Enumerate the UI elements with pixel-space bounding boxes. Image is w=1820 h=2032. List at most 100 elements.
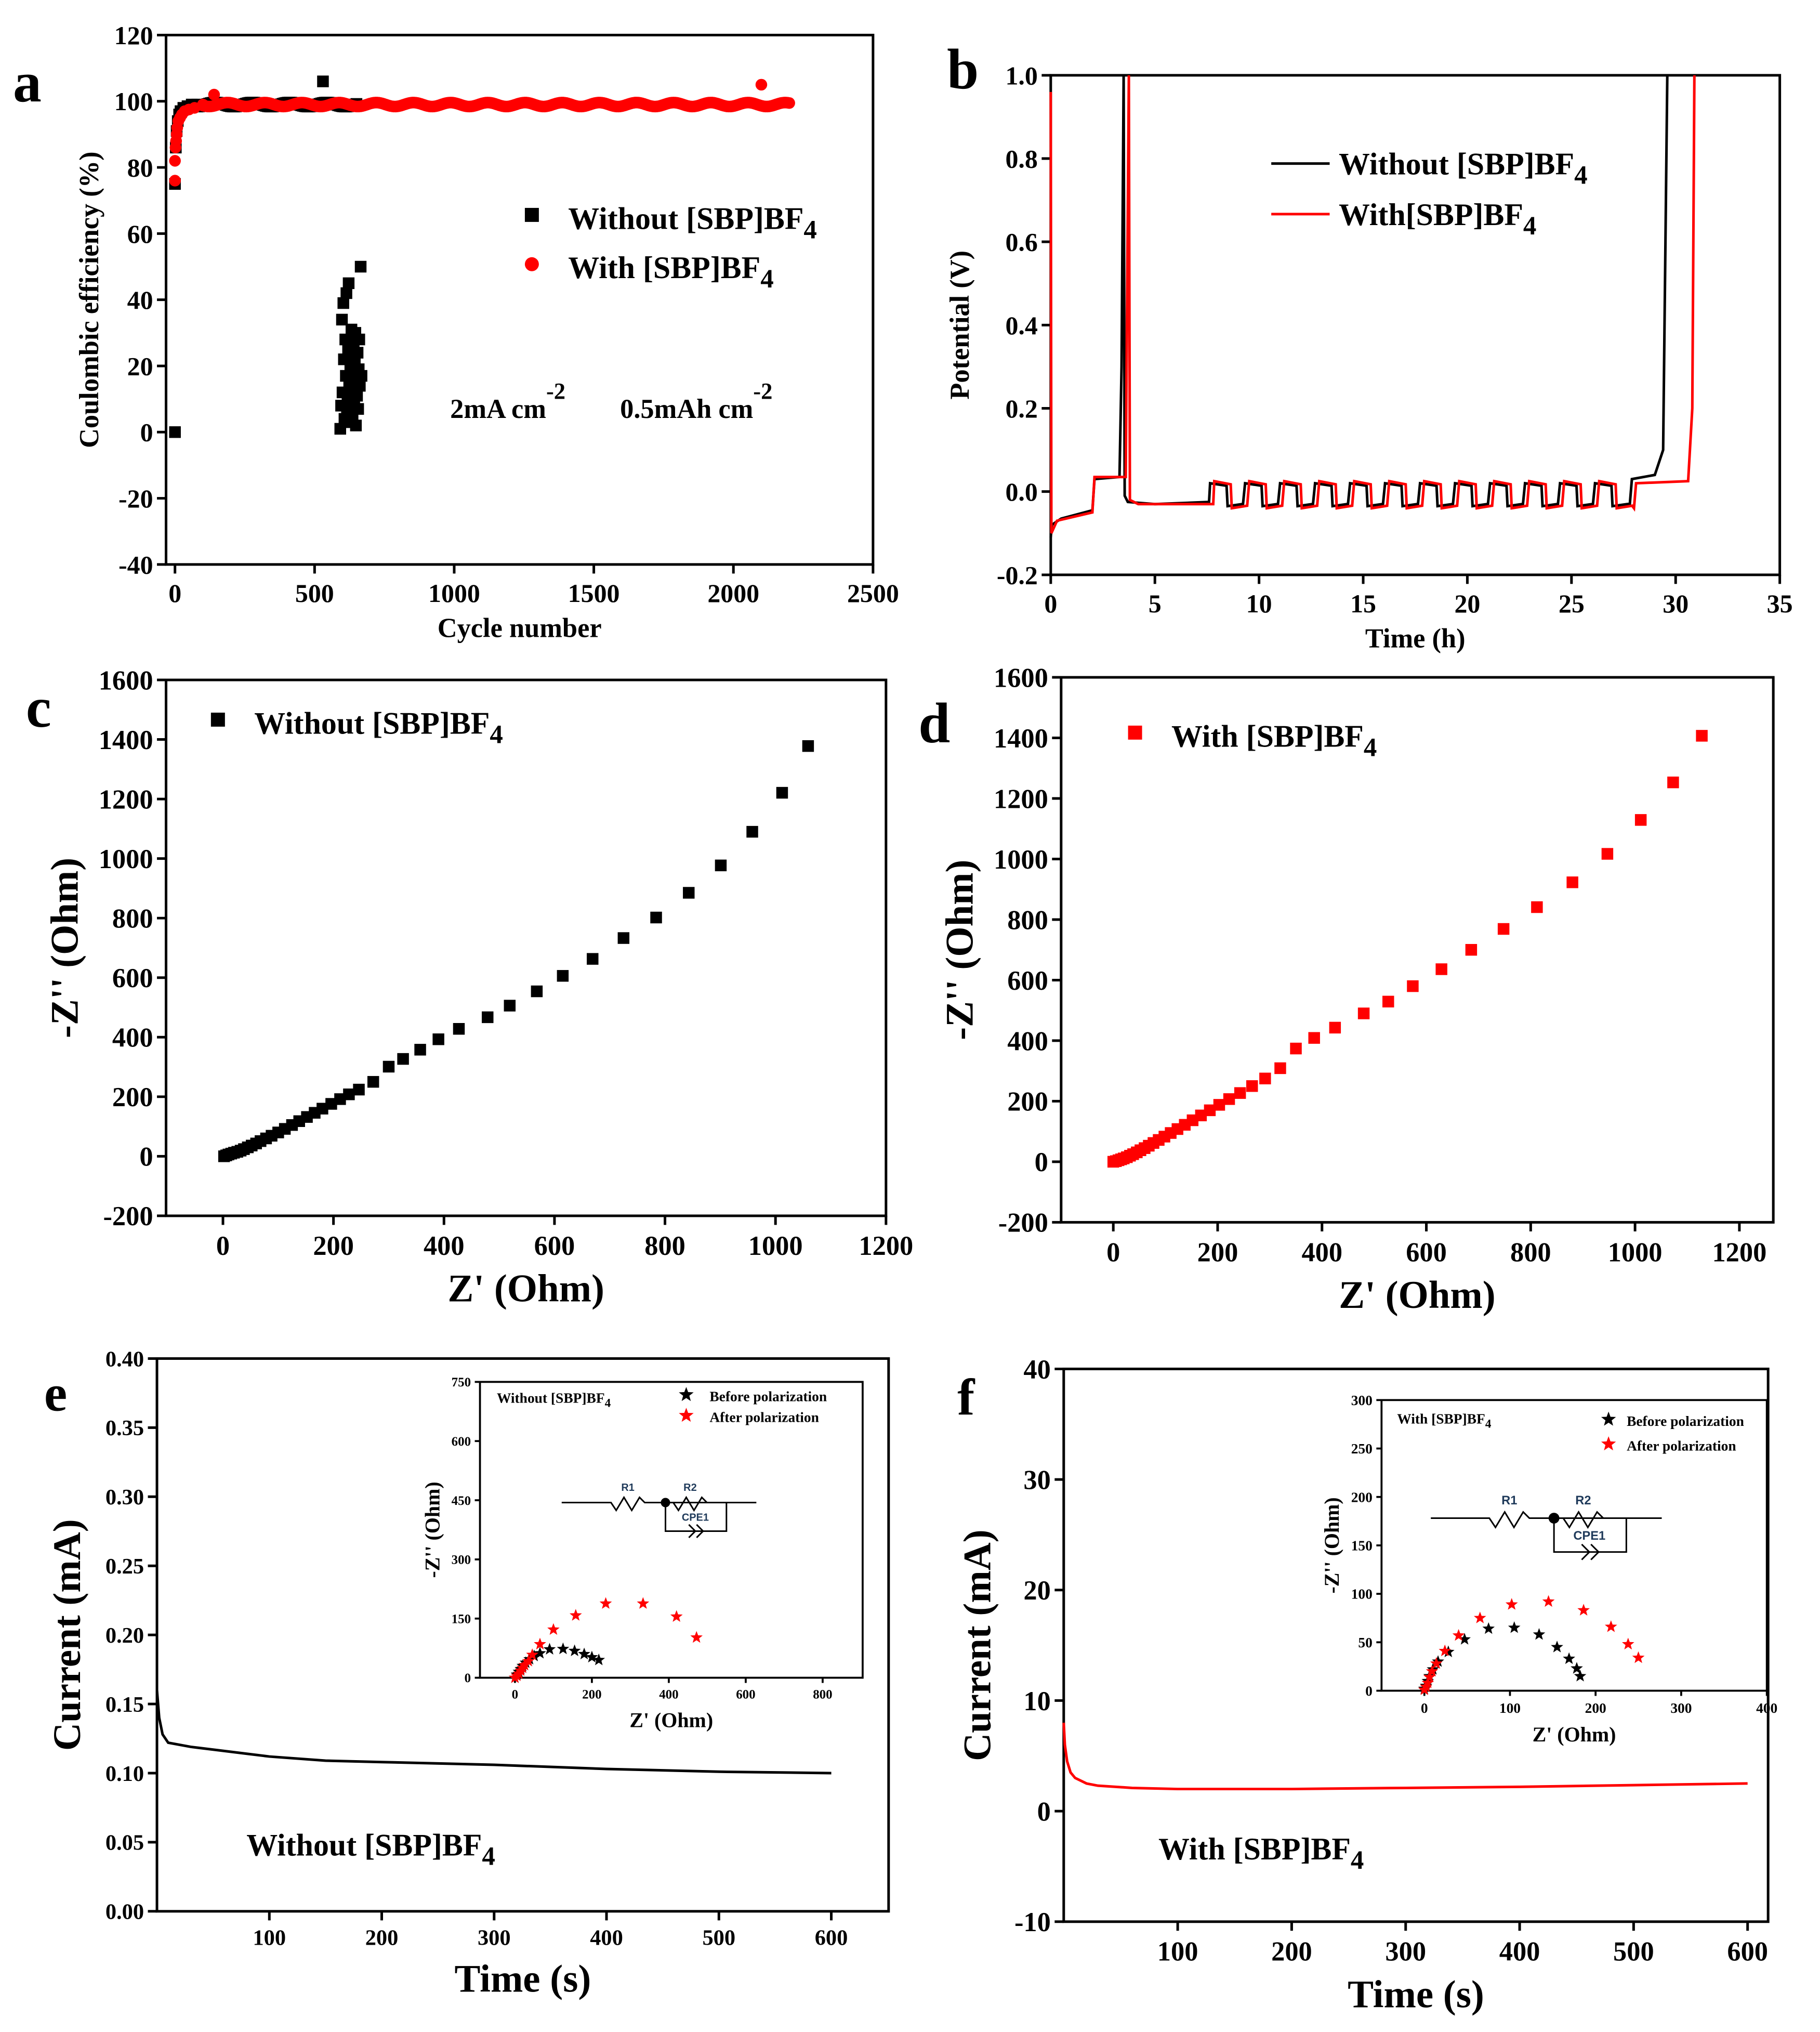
x-tick-label: 15	[1350, 589, 1376, 618]
data-point	[316, 1103, 328, 1115]
plot-frame	[1060, 676, 1775, 1224]
x-tick-label: 100	[1499, 1700, 1521, 1716]
x-tick-label: 300	[478, 1926, 511, 1950]
annotation-main: Without [SBP]BF	[246, 1828, 482, 1862]
x-tick-label: 600	[736, 1687, 755, 1701]
x-tick-label: 0	[1106, 1237, 1120, 1267]
data-point	[746, 825, 758, 838]
data-point	[637, 1597, 650, 1609]
circuit-labels: R1 R2 CPE1	[621, 1482, 709, 1523]
data-point	[354, 379, 366, 392]
data-point	[1357, 1007, 1370, 1019]
y-tick-label: 1200	[99, 784, 153, 815]
y-tick-label: 150	[1351, 1538, 1373, 1554]
x-tick-label: 1000	[428, 579, 480, 608]
legend-label: With[SBP]BF4	[1339, 198, 1536, 241]
y-tick-label: 40	[1023, 1355, 1050, 1385]
data-point	[531, 985, 543, 998]
chart-e: 100 200 300 400 500 6000.000.050.100.150.200.…	[44, 1347, 890, 2001]
data-point	[453, 1023, 465, 1035]
x-tick-label: 400	[590, 1926, 623, 1950]
data-point	[340, 287, 352, 299]
data-point	[1308, 1032, 1320, 1044]
data-point	[1601, 848, 1614, 860]
data-point	[367, 1076, 379, 1088]
x-tick-label: 500	[702, 1926, 735, 1950]
annotation: With [SBP]BF4	[1397, 1411, 1491, 1431]
x-axis-title: Z' (Ohm)	[1339, 1274, 1496, 1317]
data-point	[414, 1044, 426, 1056]
annotation-subscript: 4	[605, 1397, 611, 1410]
data-point	[383, 1060, 395, 1073]
data-layer	[1418, 1595, 1645, 1695]
data-point	[1497, 923, 1510, 935]
x-tick-label: 200	[1585, 1700, 1606, 1716]
x-axis-title: Z' (Ohm)	[1533, 1723, 1616, 1746]
legend-label: Before polarization	[709, 1388, 827, 1404]
x-tick-label: 300	[1670, 1700, 1692, 1716]
y-tick-label: 0.40	[105, 1347, 144, 1371]
y-axis-title: Coulombic efficiency (%)	[74, 151, 104, 448]
y-tick-label: 150	[452, 1612, 471, 1626]
y-axis-title: -Z'' (Ohm)	[420, 1482, 444, 1578]
annotation: Without [SBP]BF4	[497, 1390, 611, 1410]
x-tick-label: 300	[1385, 1937, 1426, 1967]
y-tick-label: -40	[118, 550, 153, 579]
data-point	[1246, 1080, 1258, 1092]
y-tick-label: 0	[1035, 1147, 1048, 1177]
x-tick-label: 800	[1510, 1237, 1551, 1267]
y-tick-label: 750	[452, 1375, 471, 1389]
legend-label: With [SBP]BF4	[1171, 719, 1377, 762]
annotation: 2mA cm-2	[450, 378, 565, 424]
y-tick-label: 0.0	[1005, 478, 1037, 506]
data-point	[1223, 1093, 1235, 1105]
circuit-node	[661, 1498, 670, 1507]
data-point	[1465, 943, 1478, 956]
y-tick-label: 200	[1007, 1087, 1048, 1117]
x-tick-label: 400	[1301, 1237, 1342, 1267]
chart-c: 0 200 400 600 800 1000 1200 -200 0 200 400 600 800 10…	[26, 665, 913, 1310]
data-point	[334, 423, 346, 435]
legend-marker	[1601, 1436, 1616, 1451]
annotation-subscript: 4	[1485, 1418, 1492, 1431]
legend-label-main: Without [SBP]BF	[1339, 147, 1574, 181]
legend-label-main: Before polarization	[1627, 1413, 1744, 1429]
data-point	[1329, 1021, 1341, 1034]
data-point	[397, 1053, 409, 1065]
legend-marker	[1128, 725, 1142, 740]
data-point	[353, 333, 365, 346]
x-tick-label: 35	[1767, 589, 1793, 618]
data-point	[1213, 1099, 1225, 1111]
y-tick-label: 0.20	[105, 1623, 144, 1648]
y-tick-label: 0	[1037, 1797, 1051, 1827]
x-axis-title: Time (h)	[1365, 624, 1466, 654]
data-point	[650, 911, 662, 924]
circuit-labels: R1 R2 CPE1	[1501, 1494, 1605, 1543]
x-axis-title: Time (s)	[1348, 1973, 1484, 2016]
data-layer	[155, 1690, 832, 1775]
y-tick-label: -200	[998, 1208, 1048, 1238]
y-tick-label: 0.25	[105, 1554, 144, 1579]
data-point	[1505, 1598, 1518, 1610]
x-tick-label: 800	[813, 1687, 832, 1701]
data-point	[482, 1011, 494, 1024]
data-point	[350, 419, 362, 431]
data-point	[1458, 1633, 1471, 1645]
data-point	[1432, 1655, 1444, 1667]
data-point	[534, 1637, 546, 1650]
y-tick-label: 400	[112, 1023, 153, 1053]
legend-label-main: With[SBP]BF	[1339, 198, 1523, 232]
data-point	[1632, 1651, 1645, 1663]
circuit-label-r1: R1	[621, 1482, 635, 1493]
data-point	[522, 1655, 535, 1667]
y-tick-label: 0.15	[105, 1693, 144, 1717]
y-tick-label: 200	[1351, 1489, 1373, 1505]
data-point	[1574, 1670, 1587, 1682]
y-axis-title: Current (mA)	[46, 1519, 89, 1751]
y-axis-title: -Z'' (Ohm)	[1320, 1497, 1343, 1593]
data-point	[587, 953, 599, 965]
annotation: With [SBP]BF4	[1158, 1832, 1364, 1875]
data-point	[351, 347, 364, 359]
data-point	[504, 1000, 516, 1012]
